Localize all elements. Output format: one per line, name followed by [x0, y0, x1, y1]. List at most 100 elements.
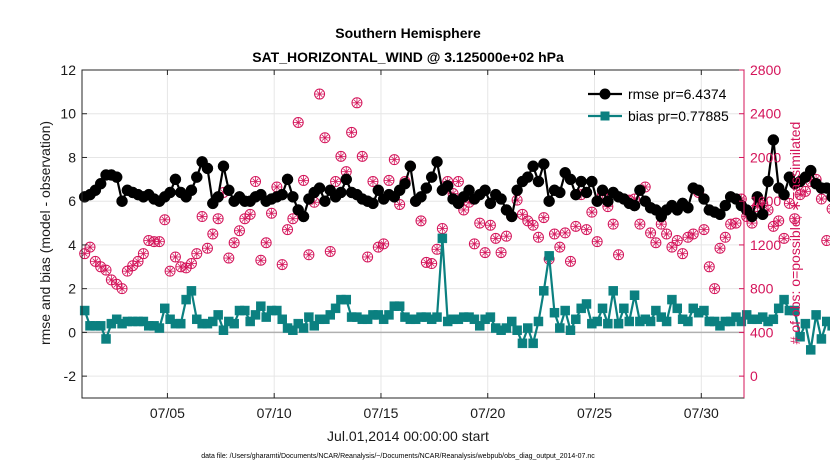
bias-point [779, 294, 789, 305]
obs-assimilated-point [471, 240, 478, 247]
rmse-point [431, 156, 443, 168]
obs-assimilated-diag2 [252, 178, 259, 185]
rmse-point [511, 184, 523, 197]
obs-assimilated-diag2 [679, 250, 686, 257]
obs-assimilated-point [497, 249, 505, 256]
obs-assimilated-diag2 [204, 245, 211, 252]
obs-assimilated-diag2 [81, 250, 88, 257]
rmse-point [441, 180, 454, 192]
obs-assimilated-point [647, 229, 654, 237]
bias-point [768, 314, 779, 325]
rmse-point [527, 160, 539, 172]
bias-point [517, 338, 528, 349]
x-tick-label: 07/15 [363, 405, 398, 421]
y2-tick-label: 1200 [750, 237, 781, 253]
obs-assimilated-point [690, 230, 697, 238]
obs-assimilated-point [102, 266, 110, 274]
obs-assimilated-diag2 [476, 219, 483, 227]
obs-assimilated-point [583, 226, 590, 233]
obs-assimilated-diag2 [284, 226, 291, 233]
obs-assimilated-diag2 [113, 281, 120, 288]
obs-assimilated-diag2 [786, 200, 793, 207]
rmse-point [762, 175, 774, 188]
obs-assimilated-diag2 [193, 250, 200, 257]
obs-assimilated-point [359, 153, 366, 160]
obs-assimilated-point [775, 217, 782, 224]
obs-assimilated-diag2 [684, 234, 692, 241]
bias-point [160, 303, 170, 314]
obs-assimilated-diag2 [279, 261, 286, 268]
rmse-point [767, 134, 780, 146]
bias-point [581, 299, 592, 309]
obs-assimilated-point [823, 237, 830, 244]
obs-assimilated-point [551, 230, 558, 238]
bias-point [250, 310, 261, 320]
obs-assimilated-point [150, 238, 158, 245]
obs-assimilated-diag2 [732, 219, 740, 227]
obs-assimilated-point [172, 253, 179, 261]
data-file-footnote: data file: /Users/gharamti/Documents/NCA… [201, 453, 595, 460]
obs-assimilated-point [124, 268, 131, 275]
obs-assimilated-diag2 [487, 222, 494, 229]
obs-assimilated-point [156, 238, 163, 245]
bias-point [597, 303, 608, 314]
obs-assimilated-diag2 [177, 263, 184, 270]
rmse-point [223, 184, 235, 197]
obs-assimilated-point [396, 201, 403, 208]
obs-assimilated-diag2 [690, 230, 697, 238]
obs-assimilated-point [364, 253, 371, 261]
rmse-point [399, 177, 411, 190]
obs-assimilated-point [722, 234, 729, 241]
bias-point [218, 325, 229, 335]
obs-assimilated-point [791, 215, 798, 222]
bias-point [565, 325, 576, 335]
obs-assimilated-point [108, 276, 115, 284]
obs-assimilated-diag2 [380, 240, 387, 247]
obs-assimilated-diag2 [156, 238, 163, 245]
obs-assimilated-diag2 [273, 183, 280, 191]
obs-assimilated-point [343, 168, 350, 175]
bias-point [800, 318, 811, 329]
y2-tick-label: 2800 [750, 62, 781, 78]
rmse-point [826, 191, 830, 203]
obs-assimilated-point [802, 188, 809, 195]
obs-assimilated-point [97, 263, 104, 270]
bias-point [795, 332, 805, 342]
obs-assimilated-point [716, 245, 724, 252]
obs-assimilated-point [353, 99, 361, 106]
rmse-point [415, 191, 427, 203]
obs-assimilated-diag2 [359, 153, 366, 160]
obs-assimilated-diag2 [423, 259, 430, 266]
obs-assimilated-point [161, 216, 168, 223]
rmse-point [628, 199, 641, 212]
obs-assimilated-diag2 [567, 258, 574, 265]
rmse-point [602, 195, 614, 207]
obs-assimilated-diag2 [150, 238, 158, 245]
rmse-point [94, 177, 107, 190]
obs-assimilated-diag2 [337, 153, 345, 160]
rmse-point [756, 208, 769, 221]
obs-assimilated-point [780, 235, 788, 242]
bias-point [603, 318, 613, 329]
obs-assimilated-point [337, 153, 345, 160]
obs-possible-point [826, 203, 830, 214]
rmse-point [591, 195, 603, 207]
rmse-point [217, 160, 230, 172]
obs-assimilated-diag2 [102, 266, 110, 274]
rmse-point [634, 184, 646, 197]
obs-assimilated-diag2 [615, 251, 622, 258]
obs-assimilated-diag2 [497, 249, 505, 256]
x-tick-label: 07/05 [150, 405, 185, 421]
obs-assimilated-diag2 [231, 239, 238, 246]
bias-point [608, 286, 618, 296]
obs-assimilated-point [588, 209, 595, 216]
rmse-point [463, 184, 475, 197]
rmse-point [751, 191, 764, 203]
obs-assimilated-point [391, 156, 398, 163]
rmse-point [522, 171, 534, 183]
obs-assimilated-diag2 [519, 211, 526, 218]
y2-tick-label: 800 [750, 281, 774, 297]
legend-label: rmse pr=6.4374 [628, 86, 727, 102]
bias-point [624, 316, 634, 327]
